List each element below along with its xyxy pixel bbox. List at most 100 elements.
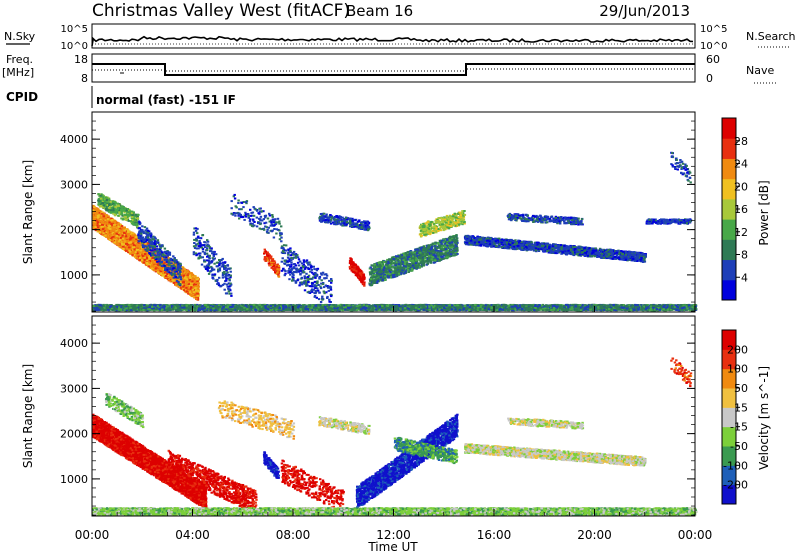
- echo-cell: [117, 207, 119, 209]
- echo-cell: [152, 238, 154, 240]
- echo-cell: [171, 265, 173, 267]
- echo-cell: [165, 275, 167, 277]
- echo-cell: [133, 246, 135, 248]
- nsky-label: N.Sky: [4, 30, 36, 43]
- echo-cell: [114, 222, 116, 224]
- echo-cell: [143, 262, 145, 264]
- echo-cell: [138, 221, 140, 223]
- echo-cell: [123, 232, 125, 234]
- echo-cell: [92, 217, 94, 219]
- echo-cell: [132, 223, 134, 225]
- echo-cell: [112, 209, 114, 211]
- nsky-tick-low: 10^0: [61, 41, 88, 52]
- echo-cell: [150, 233, 152, 235]
- echo-cell: [110, 201, 112, 203]
- nsky-tick-high: 10^5: [61, 24, 88, 35]
- echo-cell: [172, 280, 174, 282]
- echo-cell: [191, 295, 193, 297]
- echo-cell: [143, 259, 145, 261]
- echo-cell: [136, 257, 138, 259]
- echo-cell: [149, 253, 151, 255]
- echo-cell: [124, 214, 126, 216]
- echo-cell: [147, 237, 149, 239]
- echo-cell: [140, 250, 142, 252]
- echo-cell: [158, 259, 160, 261]
- echo-cell: [134, 214, 136, 216]
- echo-cell: [135, 236, 137, 238]
- nsearch-tick-low: 10^0: [700, 41, 727, 52]
- echo-cell: [94, 226, 96, 228]
- echo-cell: [107, 201, 109, 203]
- echo-cell: [102, 224, 104, 226]
- echo-cell: [122, 248, 124, 250]
- echo-cell: [191, 281, 193, 283]
- echo-cell: [179, 273, 181, 275]
- echo-cell: [128, 250, 130, 252]
- nave-label: Nave: [746, 64, 774, 77]
- echo-cell: [130, 220, 132, 222]
- nave-tick-low: 0: [706, 72, 713, 85]
- echo-cell: [160, 247, 162, 249]
- echo-cell: [106, 199, 108, 201]
- echo-cell: [96, 224, 98, 226]
- echo-cell: [152, 248, 154, 250]
- nave-tick-high: 60: [706, 53, 720, 66]
- echo-cell: [97, 227, 99, 229]
- echo-cell: [113, 226, 115, 228]
- echo-cell: [116, 210, 118, 212]
- echo-cell: [117, 203, 119, 205]
- echo-cell: [126, 237, 128, 239]
- echo-cell: [104, 223, 106, 225]
- echo-cell: [100, 206, 102, 208]
- echo-cell: [178, 283, 180, 285]
- echo-cell: [146, 239, 148, 241]
- echo-cell: [105, 197, 107, 199]
- echo-cell: [111, 219, 113, 221]
- echo-cell: [97, 221, 99, 223]
- echo-cell: [103, 204, 105, 206]
- echo-cell: [140, 238, 142, 240]
- echo-cell: [136, 249, 138, 251]
- echo-cell: [147, 230, 149, 232]
- echo-cell: [126, 211, 128, 213]
- echo-cell: [130, 237, 132, 239]
- nave-trace: [92, 69, 695, 71]
- echo-cell: [108, 207, 110, 209]
- echo-cell: [110, 209, 112, 211]
- echo-cell: [127, 230, 129, 232]
- echo-cell: [101, 217, 103, 219]
- echo-cell: [148, 258, 150, 260]
- echo-cell: [118, 211, 120, 213]
- echo-cell: [182, 272, 184, 274]
- echo-cell: [164, 269, 166, 271]
- echo-cell: [144, 257, 146, 259]
- echo-cell: [128, 246, 130, 248]
- echo-cell: [120, 206, 122, 208]
- echo-cell: [151, 242, 153, 244]
- echo-cell: [164, 259, 166, 261]
- echo-cell: [97, 204, 99, 206]
- echo-cell: [110, 230, 112, 232]
- echo-cell: [133, 211, 135, 213]
- freq-trace: [92, 64, 695, 75]
- cpid-text: normal (fast) -151 IF: [96, 93, 236, 107]
- echo-cell: [117, 231, 119, 233]
- echo-cell: [127, 214, 129, 216]
- echo-cell: [114, 214, 116, 216]
- echo-cell: [194, 287, 196, 289]
- freq-tick-high: 18: [74, 53, 88, 66]
- echo-cell: [116, 242, 118, 244]
- echo-cell: [184, 277, 186, 279]
- echo-cell: [153, 251, 155, 253]
- echo-cell: [108, 233, 110, 235]
- echo-cell: [151, 250, 153, 252]
- echo-cell: [185, 287, 187, 289]
- echo-cell: [130, 232, 132, 234]
- echo-cell: [116, 235, 118, 237]
- echo-cell: [117, 205, 119, 207]
- echo-cell: [116, 233, 118, 235]
- echo-cell: [125, 250, 127, 252]
- echo-cell: [123, 227, 125, 229]
- echo-cell: [105, 226, 107, 228]
- echo-cell: [186, 282, 188, 284]
